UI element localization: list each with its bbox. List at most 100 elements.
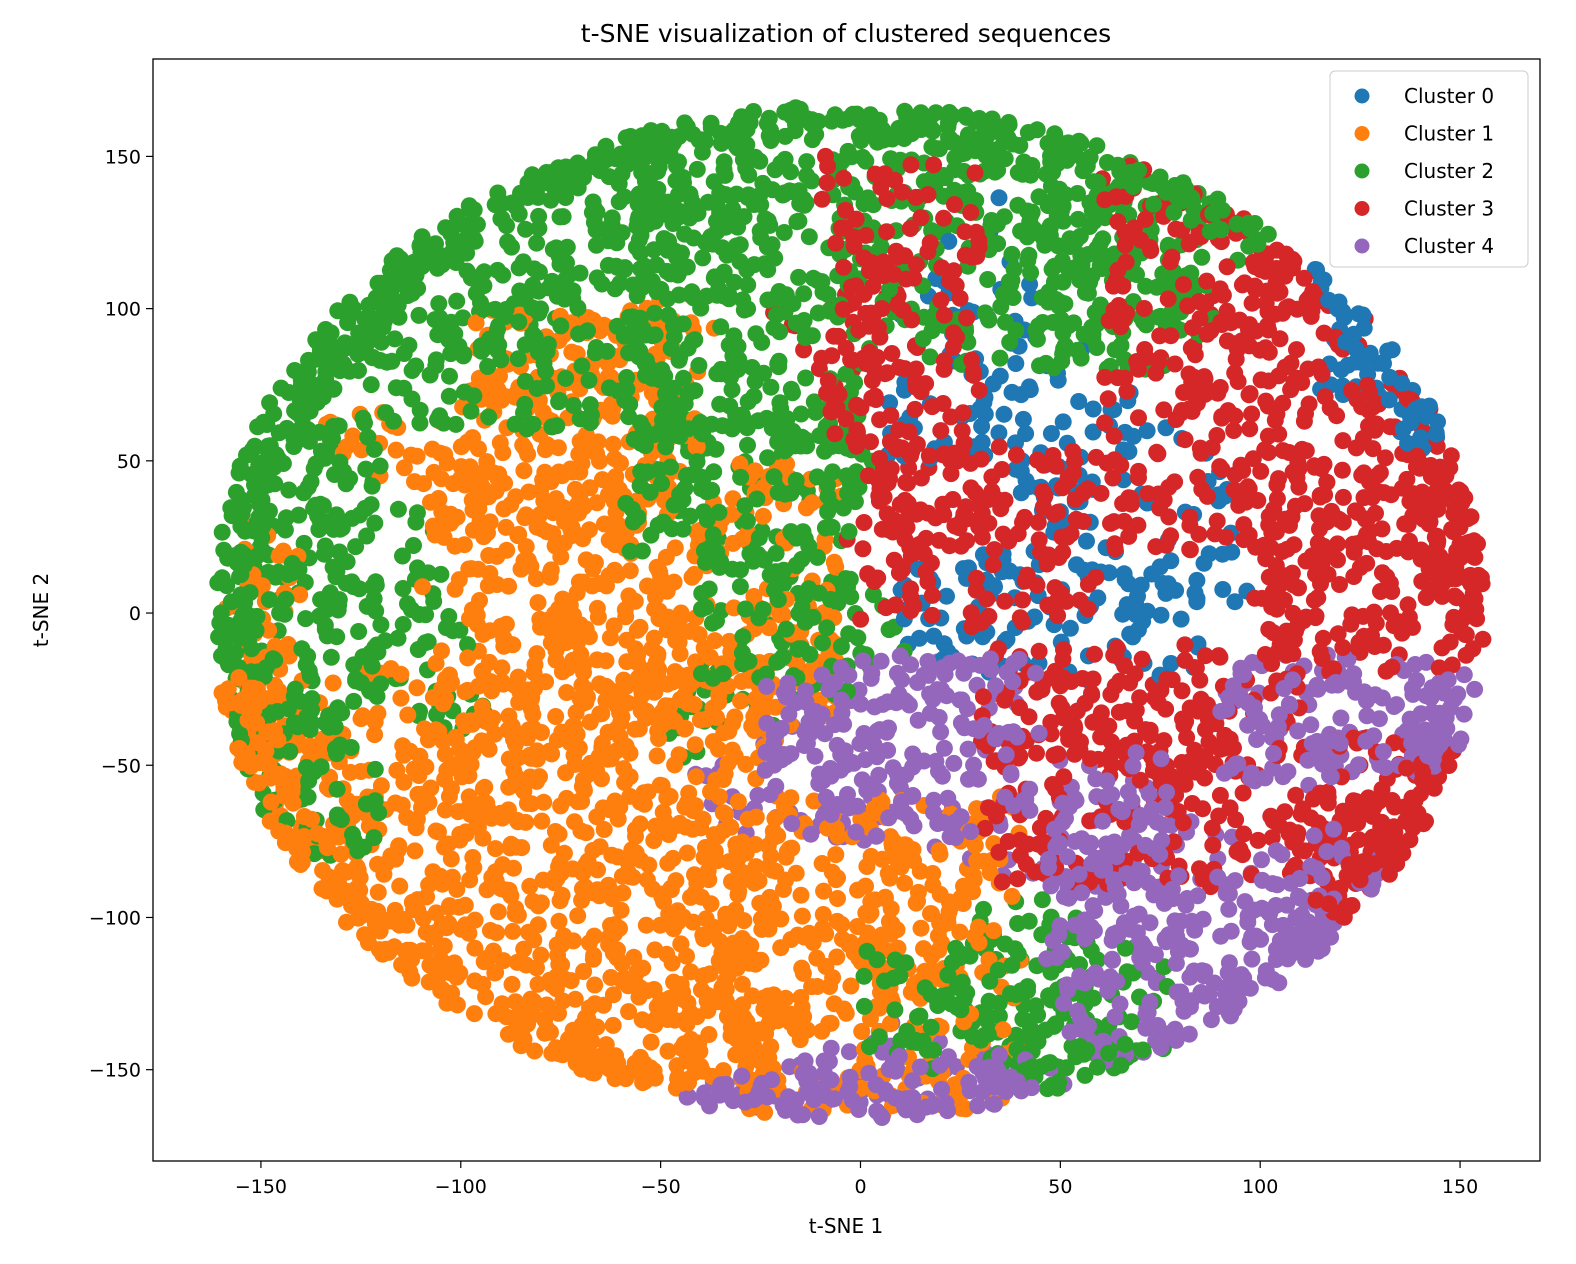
point-cluster-1 bbox=[442, 850, 460, 868]
point-cluster-2 bbox=[350, 623, 368, 640]
point-cluster-3 bbox=[1047, 457, 1065, 475]
point-cluster-2 bbox=[814, 634, 831, 652]
point-cluster-2 bbox=[1041, 227, 1059, 244]
point-cluster-2 bbox=[462, 402, 480, 420]
point-cluster-2 bbox=[611, 274, 629, 292]
point-cluster-2 bbox=[395, 345, 413, 362]
point-cluster-2 bbox=[1020, 912, 1038, 930]
point-cluster-2 bbox=[645, 241, 663, 259]
point-cluster-2 bbox=[352, 674, 370, 692]
point-cluster-1 bbox=[432, 940, 450, 958]
point-cluster-1 bbox=[525, 509, 543, 527]
point-cluster-1 bbox=[392, 689, 410, 707]
point-cluster-2 bbox=[1040, 987, 1058, 1005]
point-cluster-1 bbox=[472, 708, 490, 726]
point-cluster-2 bbox=[980, 311, 998, 329]
point-cluster-2 bbox=[479, 358, 497, 375]
point-cluster-2 bbox=[1003, 245, 1021, 263]
point-cluster-1 bbox=[666, 756, 684, 774]
point-cluster-1 bbox=[474, 625, 492, 643]
point-cluster-2 bbox=[909, 1008, 926, 1026]
point-cluster-2 bbox=[363, 657, 381, 675]
point-cluster-2 bbox=[530, 219, 548, 237]
point-cluster-2 bbox=[1007, 1026, 1025, 1044]
point-cluster-3 bbox=[934, 495, 952, 513]
point-cluster-1 bbox=[632, 702, 650, 720]
point-cluster-1 bbox=[555, 927, 573, 945]
point-cluster-1 bbox=[857, 904, 875, 922]
point-cluster-0 bbox=[990, 189, 1008, 207]
point-cluster-2 bbox=[459, 636, 476, 654]
point-cluster-2 bbox=[277, 590, 295, 608]
point-cluster-2 bbox=[358, 527, 376, 545]
point-cluster-2 bbox=[480, 408, 498, 426]
point-cluster-2 bbox=[554, 208, 572, 226]
point-cluster-4 bbox=[806, 747, 824, 765]
point-cluster-0 bbox=[1188, 593, 1206, 611]
point-cluster-1 bbox=[464, 741, 482, 759]
point-cluster-1 bbox=[416, 720, 433, 738]
point-cluster-1 bbox=[573, 454, 591, 472]
point-cluster-2 bbox=[807, 403, 825, 421]
point-cluster-3 bbox=[1000, 532, 1018, 550]
point-cluster-2 bbox=[795, 285, 813, 303]
point-cluster-2 bbox=[409, 641, 427, 658]
point-cluster-2 bbox=[746, 148, 764, 166]
point-cluster-1 bbox=[460, 924, 478, 942]
point-cluster-2 bbox=[734, 628, 752, 646]
point-cluster-3 bbox=[1334, 432, 1352, 450]
point-cluster-1 bbox=[723, 957, 741, 975]
point-cluster-1 bbox=[649, 645, 667, 663]
point-cluster-2 bbox=[978, 1012, 996, 1030]
point-cluster-2 bbox=[571, 410, 589, 428]
point-cluster-2 bbox=[723, 420, 741, 438]
point-cluster-2 bbox=[1053, 198, 1071, 216]
point-cluster-1 bbox=[630, 988, 648, 1006]
point-cluster-2 bbox=[705, 531, 723, 549]
point-cluster-2 bbox=[1042, 177, 1060, 195]
point-cluster-2 bbox=[662, 339, 680, 357]
point-cluster-1 bbox=[923, 947, 941, 965]
point-cluster-1 bbox=[481, 513, 499, 531]
point-cluster-2 bbox=[824, 463, 842, 481]
point-cluster-1 bbox=[808, 949, 826, 967]
point-cluster-2 bbox=[417, 606, 435, 624]
point-cluster-2 bbox=[489, 184, 507, 202]
point-cluster-1 bbox=[533, 724, 550, 741]
point-cluster-2 bbox=[316, 714, 334, 732]
point-cluster-2 bbox=[472, 294, 489, 312]
point-cluster-1 bbox=[538, 523, 556, 541]
point-cluster-1 bbox=[653, 703, 671, 721]
point-cluster-2 bbox=[548, 417, 566, 435]
point-cluster-2 bbox=[841, 570, 859, 588]
point-cluster-1 bbox=[905, 852, 923, 870]
point-cluster-0 bbox=[1020, 378, 1038, 396]
point-cluster-2 bbox=[514, 253, 532, 271]
point-cluster-1 bbox=[617, 608, 635, 626]
point-cluster-2 bbox=[697, 598, 715, 616]
point-cluster-2 bbox=[321, 584, 339, 602]
point-cluster-1 bbox=[595, 996, 612, 1014]
point-cluster-2 bbox=[648, 256, 666, 274]
point-cluster-2 bbox=[846, 493, 864, 511]
point-cluster-2 bbox=[800, 228, 818, 246]
point-cluster-2 bbox=[858, 942, 876, 960]
point-cluster-2 bbox=[914, 330, 932, 348]
point-cluster-2 bbox=[1193, 248, 1211, 266]
point-cluster-2 bbox=[951, 949, 969, 967]
point-cluster-0 bbox=[1070, 393, 1088, 410]
point-cluster-3 bbox=[955, 505, 973, 523]
point-cluster-3 bbox=[919, 504, 937, 522]
point-cluster-1 bbox=[808, 978, 826, 995]
point-cluster-1 bbox=[584, 560, 602, 578]
point-cluster-2 bbox=[738, 512, 756, 530]
point-cluster-1 bbox=[546, 537, 564, 555]
point-cluster-3 bbox=[883, 345, 901, 362]
point-cluster-1 bbox=[446, 537, 464, 555]
point-cluster-2 bbox=[550, 393, 568, 411]
point-cluster-2 bbox=[613, 224, 631, 242]
point-cluster-1 bbox=[471, 592, 488, 609]
point-cluster-2 bbox=[800, 580, 818, 598]
point-cluster-1 bbox=[815, 882, 833, 900]
